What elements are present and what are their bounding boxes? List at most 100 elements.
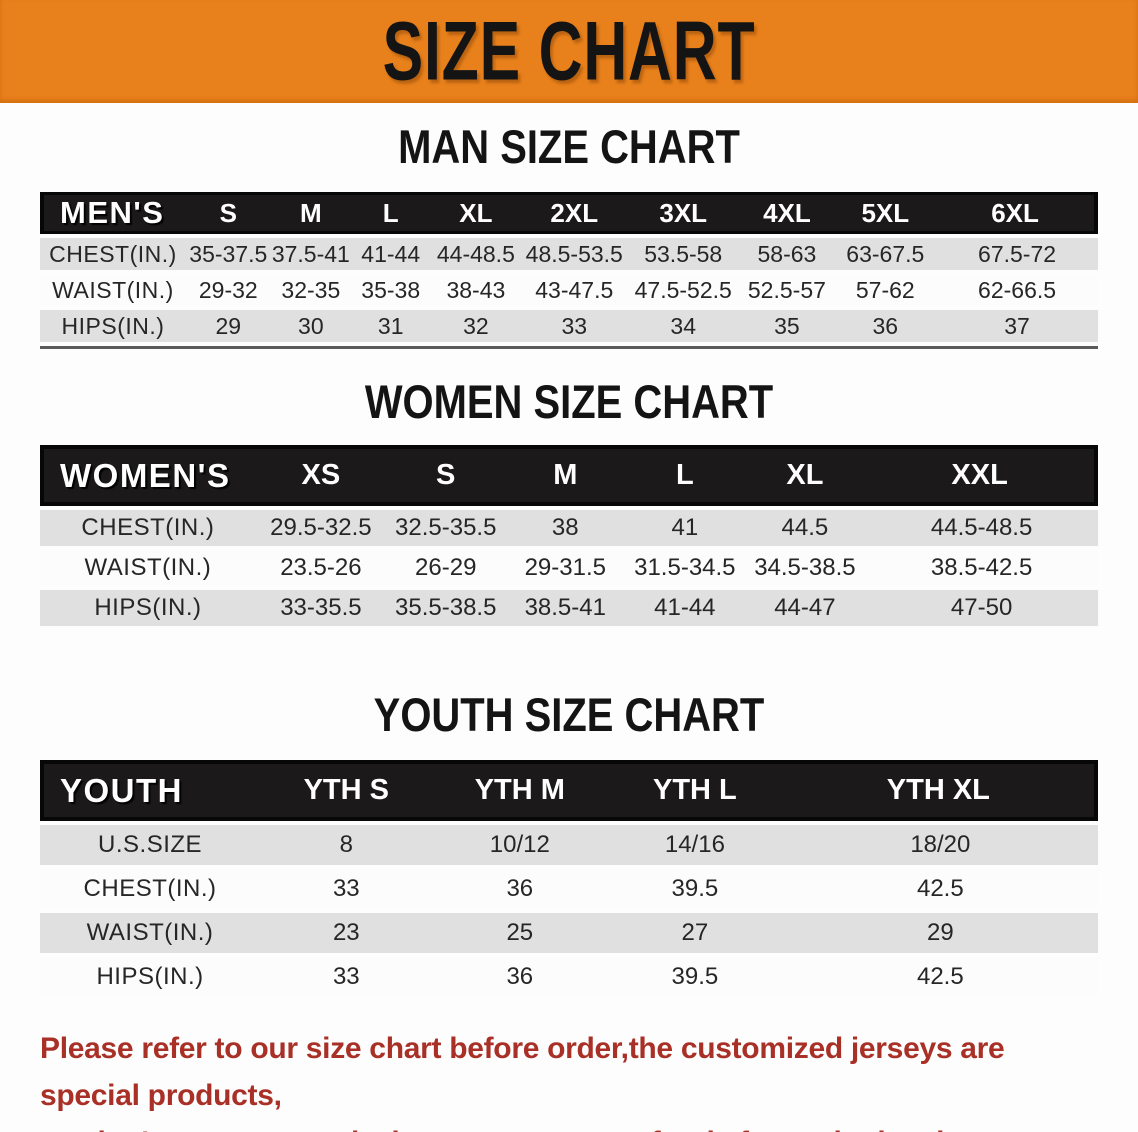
youth-row-label-waist-in: WAIST(IN.) (40, 913, 261, 953)
women-row-label-chest-in: CHEST(IN.) (40, 510, 256, 546)
women-waist-in-xxl: 38.5-42.5 (865, 550, 1098, 586)
women-hips-in-xxl: 47-50 (865, 590, 1098, 626)
men-column-m: M (270, 192, 352, 234)
men-chest-in-l: 41-44 (351, 238, 431, 270)
youth-column-yth-s: YTH S (260, 760, 433, 821)
youth-row-label-u-s-size: U.S.SIZE (40, 825, 261, 865)
women-row-label-waist-in: WAIST(IN.) (40, 550, 256, 586)
women-table-header-row: WOMEN'S XS S M L XL XXL (40, 445, 1098, 506)
youth-chest-in-yth-s: 33 (260, 869, 433, 909)
men-row-chest-in: CHEST(IN.) 35-37.5 37.5-41 41-44 44-48.5 48.5… (40, 238, 1098, 270)
men-size-table: MEN'S S M L XL 2XL 3XL 4XL 5XL 6XL CHEST(IN.) 35-37… (40, 188, 1098, 349)
men-column-4xl: 4XL (739, 192, 835, 234)
youth-waist-in-yth-s: 23 (260, 913, 433, 953)
men-column-s: S (186, 192, 271, 234)
women-chest-in-xs: 29.5-32.5 (255, 510, 386, 546)
women-chest-in-l: 41 (625, 510, 745, 546)
women-size-table: WOMEN'S XS S M L XL XXL CHEST(IN.) 29.5-32.5 32.5… (40, 441, 1098, 630)
men-size-section: MAN SIZE CHART MEN'S S M L XL 2XL 3XL 4XL 5XL 6XL C… (0, 120, 1138, 349)
disclaimer-line-1: Please refer to our size chart before or… (40, 1032, 1005, 1112)
youth-size-table: YOUTH YTH S YTH M YTH L YTH XL U.S.SIZE 8 10/12… (40, 756, 1098, 1001)
women-row-waist-in: WAIST(IN.) 23.5-26 26-29 29-31.5 31.5-34.5 34… (40, 550, 1098, 586)
men-chest-in-4xl: 58-63 (739, 238, 835, 270)
disclaimer: Please refer to our size chart before or… (40, 1025, 1100, 1132)
banner-title: SIZE CHART (382, 4, 756, 99)
youth-row-chest-in: CHEST(IN.) 33 36 39.5 42.5 (40, 869, 1098, 909)
youth-row-label-hips-in: HIPS(IN.) (40, 957, 261, 997)
youth-waist-in-yth-l: 27 (607, 913, 783, 953)
youth-chest-in-yth-m: 36 (432, 869, 608, 909)
men-hips-in-4xl: 35 (739, 310, 835, 342)
men-waist-in-l: 35-38 (351, 274, 431, 306)
men-column-2xl: 2XL (521, 192, 628, 234)
men-waist-in-6xl: 62-66.5 (936, 274, 1098, 306)
youth-row-u-s-size: U.S.SIZE 8 10/12 14/16 18/20 (40, 825, 1098, 865)
men-hips-in-xl: 32 (430, 310, 522, 342)
youth-waist-in-yth-xl: 29 (782, 913, 1098, 953)
women-waist-in-s: 26-29 (385, 550, 506, 586)
women-chest-in-xxl: 44.5-48.5 (865, 510, 1098, 546)
youth-section-heading: YOUTH SIZE CHART (373, 688, 765, 741)
women-row-chest-in: CHEST(IN.) 29.5-32.5 32.5-35.5 38 41 44.5 44.5… (40, 510, 1098, 546)
women-column-xxl: XXL (865, 445, 1098, 506)
size-chart-banner: SIZE CHART (0, 0, 1138, 103)
youth-chest-in-yth-xl: 42.5 (782, 869, 1098, 909)
youth-u-s-size-yth-s: 8 (260, 825, 433, 865)
men-chest-in-xl: 44-48.5 (430, 238, 522, 270)
men-row-waist-in: WAIST(IN.) 29-32 32-35 35-38 38-43 43-47.5 47.… (40, 274, 1098, 306)
men-group-label: MEN'S (40, 192, 186, 234)
youth-row-label-chest-in: CHEST(IN.) (40, 869, 261, 909)
women-waist-in-m: 29-31.5 (505, 550, 626, 586)
men-row-label-waist-in: WAIST(IN.) (40, 274, 186, 306)
women-column-m: M (505, 445, 626, 506)
men-column-3xl: 3XL (627, 192, 740, 234)
men-hips-in-5xl: 36 (834, 310, 937, 342)
men-waist-in-5xl: 57-62 (834, 274, 937, 306)
men-section-heading: MAN SIZE CHART (398, 120, 740, 173)
men-table-header-row: MEN'S S M L XL 2XL 3XL 4XL 5XL 6XL (40, 192, 1098, 234)
men-hips-in-2xl: 33 (521, 310, 628, 342)
youth-hips-in-yth-s: 33 (260, 957, 433, 997)
women-group-label: WOMEN'S (40, 445, 256, 506)
youth-hips-in-yth-xl: 42.5 (782, 957, 1098, 997)
youth-waist-in-yth-m: 25 (432, 913, 608, 953)
youth-u-s-size-yth-xl: 18/20 (782, 825, 1098, 865)
youth-hips-in-yth-l: 39.5 (607, 957, 783, 997)
men-row-hips-in: HIPS(IN.) 29 30 31 32 33 34 35 36 37 (40, 310, 1098, 342)
men-chest-in-6xl: 67.5-72 (936, 238, 1098, 270)
women-hips-in-xs: 33-35.5 (255, 590, 386, 626)
disclaimer-line-2: we don't accept cancel, change, teturn o… (40, 1119, 1100, 1132)
men-waist-in-3xl: 47.5-52.5 (627, 274, 740, 306)
women-waist-in-xl: 34.5-38.5 (744, 550, 866, 586)
youth-column-yth-m: YTH M (432, 760, 608, 821)
men-row-label-hips-in: HIPS(IN.) (40, 310, 186, 342)
women-chest-in-s: 32.5-35.5 (385, 510, 506, 546)
women-column-s: S (385, 445, 506, 506)
men-waist-in-s: 29-32 (186, 274, 271, 306)
men-hips-in-s: 29 (186, 310, 271, 342)
youth-table-header-row: YOUTH YTH S YTH M YTH L YTH XL (40, 760, 1098, 821)
women-hips-in-l: 41-44 (625, 590, 745, 626)
youth-row-waist-in: WAIST(IN.) 23 25 27 29 (40, 913, 1098, 953)
youth-u-s-size-yth-l: 14/16 (607, 825, 783, 865)
women-row-hips-in: HIPS(IN.) 33-35.5 35.5-38.5 38.5-41 41-44 44-… (40, 590, 1098, 626)
women-chest-in-xl: 44.5 (744, 510, 866, 546)
women-hips-in-m: 38.5-41 (505, 590, 626, 626)
men-row-label-chest-in: CHEST(IN.) (40, 238, 186, 270)
men-waist-in-2xl: 43-47.5 (521, 274, 628, 306)
men-column-xl: XL (430, 192, 522, 234)
men-waist-in-m: 32-35 (270, 274, 352, 306)
youth-row-hips-in: HIPS(IN.) 33 36 39.5 42.5 (40, 957, 1098, 997)
women-column-xl: XL (744, 445, 866, 506)
men-chest-in-s: 35-37.5 (186, 238, 271, 270)
women-hips-in-s: 35.5-38.5 (385, 590, 506, 626)
men-chest-in-5xl: 63-67.5 (834, 238, 937, 270)
men-hips-in-l: 31 (351, 310, 431, 342)
men-column-l: L (351, 192, 431, 234)
women-hips-in-xl: 44-47 (744, 590, 866, 626)
youth-column-yth-xl: YTH XL (782, 760, 1098, 821)
men-column-5xl: 5XL (834, 192, 937, 234)
men-waist-in-xl: 38-43 (430, 274, 522, 306)
women-size-section: WOMEN SIZE CHART WOMEN'S XS S M L XL XXL CHEST(I… (0, 375, 1138, 630)
